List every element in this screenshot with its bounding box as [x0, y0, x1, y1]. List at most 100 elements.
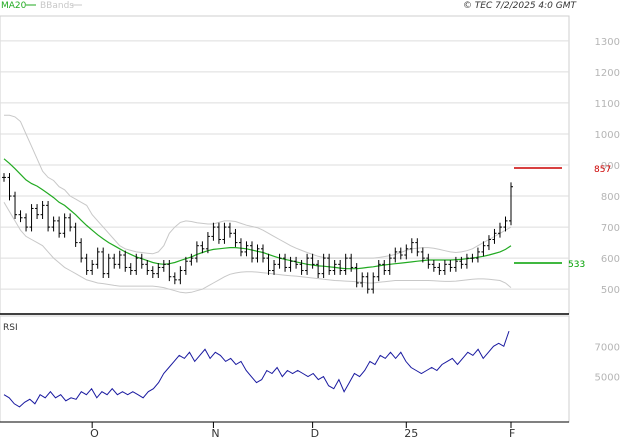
price-bar [459, 256, 464, 269]
price-bar [453, 256, 458, 272]
price-axis-label: 600 [601, 254, 620, 265]
price-bar [387, 253, 392, 275]
price-axis-label: 500 [601, 285, 620, 296]
price-axis-label: 800 [601, 192, 620, 203]
price-bar [299, 259, 304, 275]
price-bar [305, 253, 310, 275]
price-bar [497, 222, 502, 238]
price-bar [310, 253, 315, 269]
resistance-label: 857 [594, 165, 611, 175]
price-bar [95, 247, 100, 269]
price-bar [321, 253, 326, 278]
price-bar [470, 253, 475, 263]
price-bar [464, 253, 469, 269]
price-bar [244, 241, 249, 257]
price-bar [420, 247, 425, 263]
price-bar [349, 253, 354, 272]
x-axis-label: O [90, 427, 99, 440]
legend-ma20: MA20 [1, 1, 27, 11]
price-bar [106, 253, 111, 278]
price-bar [437, 263, 442, 275]
price-bar [426, 253, 431, 269]
price-bar [475, 247, 480, 263]
price-bar [222, 222, 227, 244]
price-bar [272, 259, 277, 275]
price-bar [277, 253, 282, 269]
rsi-path [3, 330, 510, 408]
price-bar [194, 241, 199, 263]
rsi-panel: RSI 5000 7000 [0, 315, 620, 423]
price-bar [150, 266, 155, 278]
price-axis-label: 1000 [595, 130, 620, 141]
price-bar [84, 253, 89, 275]
price-bar [216, 222, 221, 244]
price-axis-label: 700 [601, 223, 620, 234]
x-axis-label: D [311, 427, 319, 440]
bbands-lower-line [3, 202, 512, 294]
price-bar [211, 222, 216, 241]
price-bar [509, 182, 513, 226]
price-axis-label: 900 [601, 161, 620, 172]
price-bar [376, 259, 381, 282]
price-bar [167, 259, 172, 282]
rsi-title: RSI [3, 323, 18, 333]
price-bar [7, 173, 12, 201]
price-bar [90, 259, 95, 275]
price-bar [29, 204, 34, 232]
price-bar [288, 256, 293, 272]
price-bar [172, 272, 177, 285]
price-bar [398, 247, 403, 260]
price-bar [442, 259, 447, 275]
price-bar [51, 216, 56, 232]
price-bar [404, 244, 409, 260]
price-bar [249, 241, 254, 263]
price-bar [68, 213, 73, 232]
price-bar [371, 272, 376, 294]
price-bar [18, 210, 23, 223]
price-bar [46, 201, 51, 232]
price-axis: 500 600 700 800 900 1000 1100 1200 1300 [595, 37, 620, 296]
price-bar [40, 201, 45, 220]
price-bar [360, 272, 365, 288]
price-bar [233, 228, 238, 247]
rsi-axis: 5000 7000 [595, 342, 620, 383]
price-bar [183, 256, 188, 275]
price-bar [393, 247, 398, 263]
x-axis: O N D 25 F [0, 421, 569, 440]
bbands-upper-line [4, 114, 512, 259]
price-bar [283, 253, 288, 272]
price-bar [294, 256, 299, 269]
price-bar [189, 253, 194, 266]
price-bars [2, 173, 513, 294]
price-bar [492, 228, 497, 244]
rsi-axis-label: 7000 [595, 342, 620, 353]
price-bar [365, 272, 370, 294]
rsi-panel-frame [0, 315, 570, 423]
price-axis-label: 1100 [595, 99, 620, 110]
price-bar [481, 241, 486, 257]
price-bar [62, 213, 67, 238]
price-bar [431, 259, 436, 272]
price-bar [123, 250, 128, 272]
price-bar [156, 263, 161, 278]
price-axis-label: 1200 [595, 68, 620, 79]
price-bar [486, 235, 491, 251]
price-bar [73, 222, 78, 247]
price-bar [112, 253, 117, 269]
rsi-line [3, 330, 510, 408]
price-bar [261, 244, 266, 263]
price-bar [266, 253, 271, 275]
bbands-lines [3, 114, 512, 294]
price-bar [35, 204, 40, 220]
rsi-axis-label: 5000 [595, 373, 620, 384]
price-bar [332, 259, 337, 275]
price-bar [343, 253, 348, 275]
x-axis-label: F [509, 427, 515, 440]
price-bar [2, 173, 6, 182]
price-bar [101, 247, 106, 278]
x-axis-label: 25 [404, 427, 418, 440]
price-bar [13, 191, 18, 220]
price-bar [134, 253, 139, 275]
price-bar [128, 263, 133, 275]
